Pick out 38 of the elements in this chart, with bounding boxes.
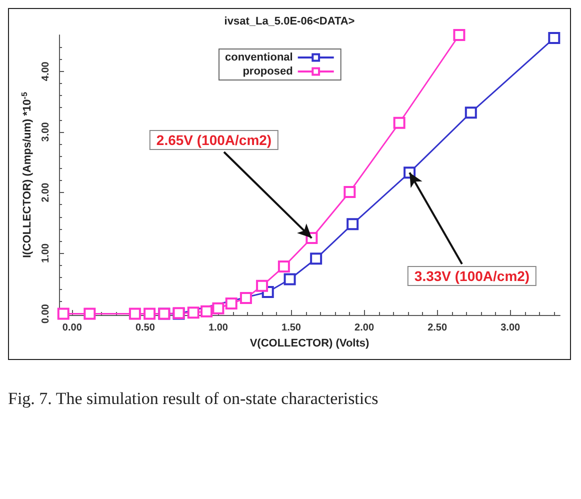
y-tick-label: 1.00	[40, 243, 52, 263]
point	[128, 308, 141, 320]
point	[256, 280, 268, 292]
point	[464, 106, 477, 119]
point	[225, 297, 238, 310]
x-tick-label: 1.00	[208, 322, 228, 334]
chart-title: ivsat_La_5.0E-06<DATA>	[224, 16, 355, 28]
point	[57, 308, 70, 320]
x-tick-label: 1.50	[282, 322, 302, 334]
point	[548, 32, 560, 44]
y-tick-label: 2.00	[40, 182, 52, 202]
annotation: 2.65V (100A/cm2)	[149, 130, 279, 150]
x-tick-label: 2.50	[428, 322, 448, 334]
x-tick-label: 0.00	[62, 322, 82, 334]
point	[393, 116, 406, 129]
x-tick-label: 3.00	[500, 322, 521, 334]
y-tick-label: 4.00	[40, 61, 52, 82]
y-axis-title: I(COLLECTOR) (Amps/um) *10-5	[20, 92, 34, 258]
point	[284, 273, 296, 286]
point	[200, 305, 213, 318]
point	[84, 308, 96, 320]
point	[144, 308, 156, 320]
point	[240, 292, 252, 304]
caption: Fig. 7. The simulation result of on-state characteristics	[8, 388, 380, 410]
x-tick-label: 0.50	[135, 322, 156, 334]
point	[453, 29, 466, 41]
point	[344, 186, 356, 198]
point	[187, 306, 200, 319]
y-tick-label: 3.00	[40, 122, 52, 142]
x-axis-title: V(COLLECTOR) (Volts)	[250, 337, 370, 350]
legend-label: conventional	[225, 52, 293, 64]
point	[310, 252, 322, 265]
annotation: 3.33V (100A/cm2)	[407, 266, 537, 286]
point	[346, 218, 359, 230]
point	[212, 302, 224, 314]
point	[278, 260, 290, 273]
x-tick-label: 2.00	[354, 322, 374, 334]
legend-label: proposed	[242, 66, 293, 78]
